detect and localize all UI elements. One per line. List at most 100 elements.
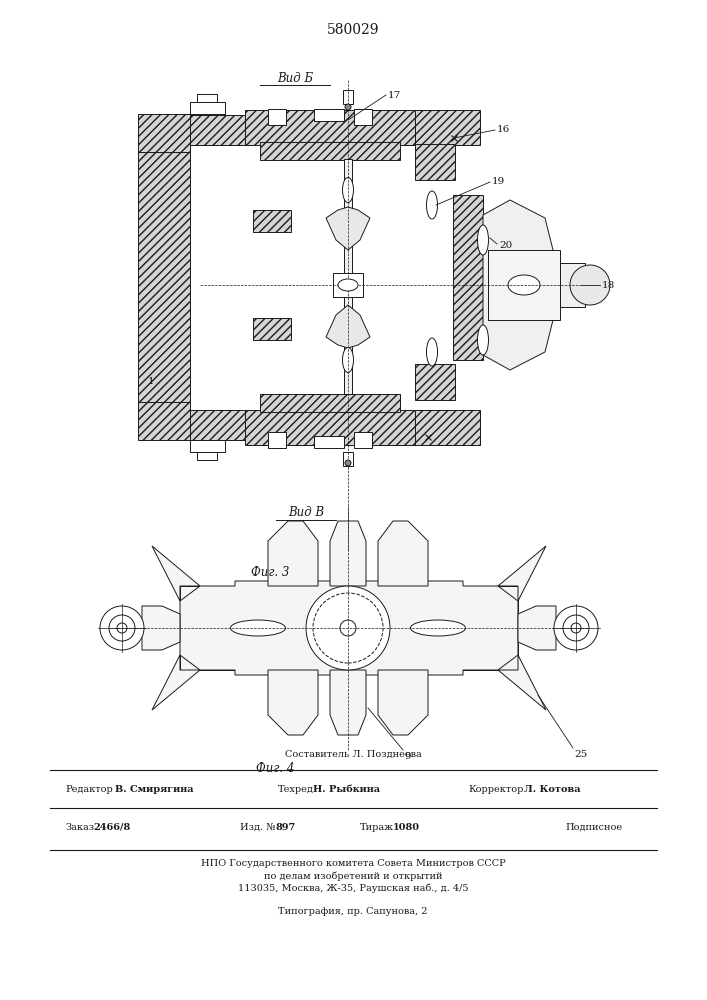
Polygon shape xyxy=(498,655,546,710)
Polygon shape xyxy=(152,655,200,710)
Text: 1080: 1080 xyxy=(393,822,420,832)
Text: Составитель Л. Позднеева: Составитель Л. Позднеева xyxy=(285,750,421,758)
Bar xyxy=(190,440,225,452)
Bar xyxy=(197,452,217,460)
Bar xyxy=(415,110,480,145)
Polygon shape xyxy=(142,606,180,650)
Ellipse shape xyxy=(342,178,354,202)
Text: Вид Б: Вид Б xyxy=(277,72,313,85)
Text: 19: 19 xyxy=(492,178,506,186)
Bar xyxy=(253,318,291,340)
Text: Н. Рыбкина: Н. Рыбкина xyxy=(313,784,380,794)
Bar xyxy=(245,410,415,445)
Ellipse shape xyxy=(411,620,465,636)
Circle shape xyxy=(563,615,589,641)
Polygon shape xyxy=(268,670,318,735)
Text: Фиг. 3: Фиг. 3 xyxy=(251,566,289,578)
Bar xyxy=(180,586,518,670)
Ellipse shape xyxy=(426,191,438,219)
Text: Тираж: Тираж xyxy=(360,822,394,832)
Text: Корректор: Корректор xyxy=(468,784,523,794)
Polygon shape xyxy=(483,200,558,370)
Text: 9: 9 xyxy=(404,752,411,761)
Bar xyxy=(260,394,400,412)
Bar xyxy=(354,432,372,448)
Text: Редактор: Редактор xyxy=(65,784,112,794)
Text: 1: 1 xyxy=(148,377,155,386)
Circle shape xyxy=(345,460,351,466)
Bar xyxy=(488,250,560,320)
Bar xyxy=(333,273,363,297)
Ellipse shape xyxy=(342,348,354,372)
Bar xyxy=(268,109,286,125)
Circle shape xyxy=(100,606,144,650)
Ellipse shape xyxy=(508,275,540,295)
Text: Фиг. 4: Фиг. 4 xyxy=(256,762,294,774)
Circle shape xyxy=(554,606,598,650)
Circle shape xyxy=(340,620,356,636)
Text: 20: 20 xyxy=(499,241,513,250)
Text: Заказ: Заказ xyxy=(65,822,94,832)
Bar xyxy=(138,402,190,440)
Bar xyxy=(314,436,344,448)
Circle shape xyxy=(313,593,383,663)
Bar xyxy=(343,90,353,104)
Text: 16: 16 xyxy=(497,125,510,134)
Bar xyxy=(260,142,400,160)
Bar xyxy=(138,114,190,152)
Bar xyxy=(190,102,225,114)
Polygon shape xyxy=(268,521,318,586)
Bar xyxy=(560,263,585,307)
Bar xyxy=(314,109,344,121)
Polygon shape xyxy=(326,207,370,250)
Polygon shape xyxy=(330,521,366,586)
Bar xyxy=(453,195,483,360)
Bar xyxy=(190,115,245,145)
Text: по делам изобретений и открытий: по делам изобретений и открытий xyxy=(264,871,443,881)
Text: 18: 18 xyxy=(602,280,615,290)
Bar xyxy=(138,152,190,402)
Circle shape xyxy=(571,623,581,633)
Ellipse shape xyxy=(477,225,489,255)
Bar xyxy=(415,144,455,180)
Circle shape xyxy=(570,265,610,305)
Polygon shape xyxy=(152,546,200,601)
Text: Техред: Техред xyxy=(278,784,314,794)
Text: Подписное: Подписное xyxy=(565,822,622,832)
Text: 2466/8: 2466/8 xyxy=(93,822,130,832)
Polygon shape xyxy=(498,546,546,601)
Bar xyxy=(343,452,353,466)
Circle shape xyxy=(345,104,351,110)
Text: В. Смирягина: В. Смирягина xyxy=(115,784,194,794)
Text: НПО Государственного комитета Совета Министров СССР: НПО Государственного комитета Совета Мин… xyxy=(201,859,506,868)
Polygon shape xyxy=(180,581,518,675)
Bar xyxy=(344,159,352,394)
Bar xyxy=(268,432,286,448)
Text: 113035, Москва, Ж-35, Раушская наб., д. 4/5: 113035, Москва, Ж-35, Раушская наб., д. … xyxy=(238,883,468,893)
Text: 25: 25 xyxy=(574,750,588,759)
Bar xyxy=(245,110,415,145)
Bar xyxy=(197,94,217,102)
Text: Изд. №: Изд. № xyxy=(240,822,276,832)
Text: Типография, пр. Сапунова, 2: Типография, пр. Сапунова, 2 xyxy=(279,908,428,916)
Bar xyxy=(415,410,480,445)
Circle shape xyxy=(306,586,390,670)
Text: 897: 897 xyxy=(275,822,296,832)
Text: 17: 17 xyxy=(388,91,402,100)
Polygon shape xyxy=(378,521,428,586)
Polygon shape xyxy=(518,606,556,650)
Polygon shape xyxy=(330,670,366,735)
Ellipse shape xyxy=(230,620,286,636)
Bar xyxy=(253,210,291,232)
Polygon shape xyxy=(326,305,370,348)
Ellipse shape xyxy=(426,338,438,366)
Text: 580029: 580029 xyxy=(327,23,379,37)
Text: Вид В: Вид В xyxy=(288,506,324,520)
Bar xyxy=(190,410,245,440)
Bar xyxy=(354,109,372,125)
Circle shape xyxy=(109,615,135,641)
Circle shape xyxy=(117,623,127,633)
Text: Л. Котова: Л. Котова xyxy=(524,784,580,794)
Bar xyxy=(415,364,455,400)
Ellipse shape xyxy=(477,325,489,355)
